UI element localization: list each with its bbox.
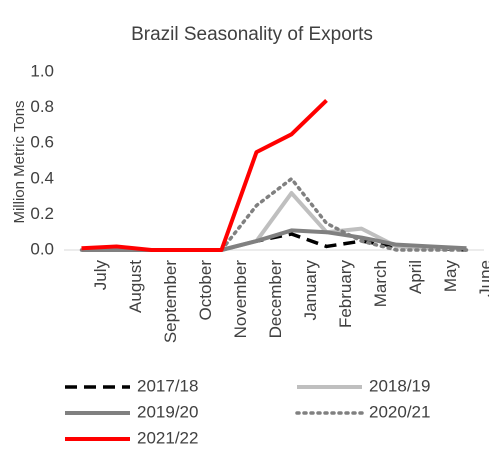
- legend-label: 2018/19: [369, 376, 430, 395]
- y-tick-label: 0.6: [30, 133, 54, 152]
- y-tick-label: 0.8: [30, 97, 54, 116]
- x-tick-label: September: [161, 260, 180, 343]
- x-tick-label: January: [301, 260, 320, 321]
- y-tick-label: 0.2: [30, 204, 54, 223]
- legend-label: 2019/20: [137, 402, 198, 421]
- x-tick-label: March: [371, 260, 390, 307]
- x-tick-label: May: [441, 260, 460, 293]
- chart-title: Brazil Seasonality of Exports: [131, 24, 373, 45]
- y-tick-label: 1.0: [30, 61, 54, 80]
- x-tick-label: June: [476, 260, 489, 297]
- line-series: [81, 191, 467, 252]
- y-tick-label: 0.0: [30, 239, 54, 258]
- legend-label: 2020/21: [369, 402, 430, 421]
- x-tick-label: July: [91, 260, 110, 291]
- y-axis-label: Million Metric Tons: [11, 100, 28, 223]
- legend-label: 2017/18: [137, 376, 198, 395]
- x-tick-label: November: [231, 260, 250, 339]
- x-tick-label: October: [196, 260, 215, 321]
- x-tick-label: December: [266, 260, 285, 339]
- x-tick-label: April: [406, 260, 425, 294]
- line-series: [81, 99, 328, 252]
- x-tick-label: August: [126, 260, 145, 313]
- y-tick-label: 0.4: [30, 168, 54, 187]
- x-tick-label: February: [336, 260, 355, 329]
- legend-label: 2021/22: [137, 428, 198, 447]
